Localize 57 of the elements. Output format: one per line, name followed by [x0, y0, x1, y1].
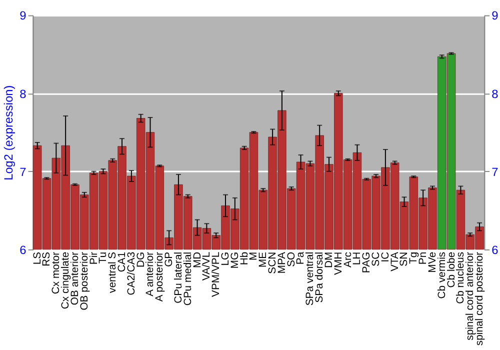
x-tick-label: SC: [371, 251, 382, 266]
x-tick-label: A anterior: [145, 251, 156, 296]
x-tick-label: LS: [32, 252, 44, 265]
x-tick-label: Cx cingulate: [60, 252, 72, 310]
x-tick-label: SN: [399, 252, 410, 266]
x-tick-label: IC: [380, 251, 392, 262]
x-tick-label: VTA: [390, 252, 401, 272]
x-tick-label: CA2/CA3: [126, 252, 138, 296]
y2-tick-label: 7: [492, 164, 499, 179]
x-tick-label: LG: [220, 252, 232, 266]
x-tick-label: Pn: [418, 252, 430, 265]
x-tick-label: M: [248, 252, 260, 261]
x-tick-label: GP: [164, 252, 176, 267]
x-tick-label: Tu: [98, 252, 110, 264]
x-tick-label: VPM/VPL: [211, 252, 222, 297]
y-tick-label: 7: [20, 164, 27, 179]
x-tick-label: PAG: [362, 252, 373, 274]
x-tick-label: DG: [136, 252, 147, 268]
y-tick-label: 9: [20, 8, 27, 23]
y2-tick-label: 8: [492, 86, 499, 101]
x-tick-label: Cb lobe: [446, 252, 458, 288]
y-tick-label: 8: [20, 86, 27, 101]
x-tick-label: CA1: [116, 252, 128, 272]
x-tick-label: DM: [324, 252, 335, 268]
x-tick-label: Cb nucleus: [456, 252, 467, 304]
y2-tick-label: 9: [492, 8, 499, 23]
y-tick-label: 6: [20, 242, 27, 257]
x-tick-label: OB anterior: [70, 251, 81, 306]
x-tick-label: MD: [192, 251, 204, 268]
x-tick-label: Pa: [296, 252, 307, 265]
x-tick-label: RS: [42, 252, 53, 266]
x-tick-label: OB posterior: [79, 251, 90, 310]
x-tick-label: spinal cord anterior: [465, 251, 476, 340]
x-tick-label: CPu lateral: [173, 252, 184, 304]
x-tick-label: ME: [258, 252, 270, 268]
x-tick-label: MPA: [276, 252, 288, 274]
x-tick-label: VA/VL: [202, 252, 213, 281]
x-tick-label: Hb: [239, 252, 250, 266]
x-tick-label: LH: [352, 252, 364, 266]
x-tick-label: VMH: [333, 252, 344, 275]
y2-tick-label: 6: [492, 242, 499, 257]
x-tick-label: CPu medial: [182, 252, 194, 306]
x-tick-label: Cb vermis: [436, 252, 448, 299]
x-tick-label: ventral S: [108, 252, 119, 293]
x-tick-label: Tg: [408, 252, 420, 264]
x-tick-label: SO: [286, 252, 298, 267]
x-tick-label: SCN: [268, 252, 279, 274]
y-axis-title: Log2 (expression): [2, 85, 16, 180]
x-tick-label: SPa ventral: [305, 252, 316, 306]
x-tick-label: Pir: [88, 251, 100, 265]
x-tick-label: MVe: [427, 252, 438, 273]
x-tick-label: MG: [230, 252, 241, 269]
x-tick-label: A posterior: [154, 251, 166, 302]
x-tick-label: Arc: [342, 252, 354, 268]
x-tick-label: spinal cord posterior: [474, 251, 486, 346]
x-tick-label: SPa dorsal: [314, 252, 326, 303]
x-tick-label: Cx motor: [51, 251, 62, 294]
